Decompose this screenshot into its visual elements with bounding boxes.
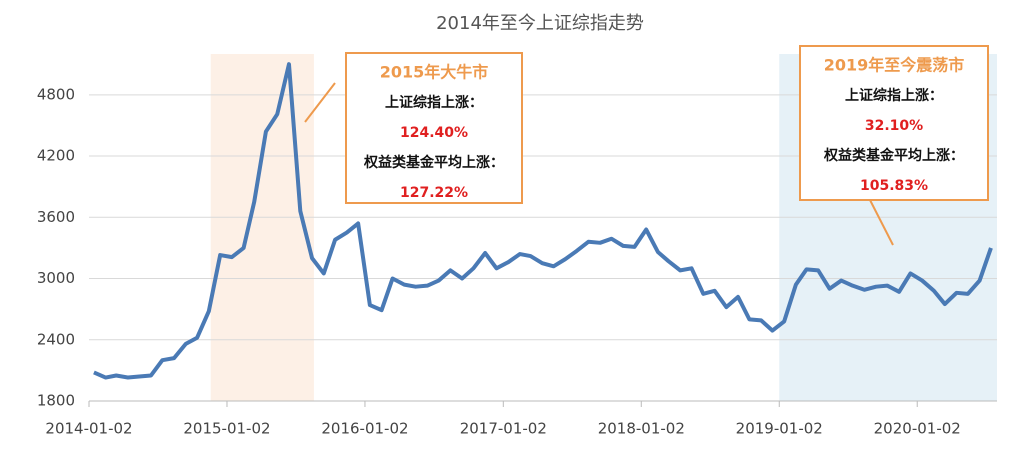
callout-title: 2019年至今震荡市: [824, 56, 965, 75]
x-tick-label: 2018-01-02: [598, 420, 685, 438]
data-line: [93, 62, 993, 380]
callout-pointer: [869, 199, 894, 246]
x-tick-label: 2017-01-02: [460, 420, 547, 438]
x-tick-label: 2015-01-02: [183, 420, 270, 438]
callout-value: 124.40%: [400, 125, 468, 141]
highlight-region: [210, 54, 314, 401]
callout-label: 权益类基金平均上涨：: [363, 154, 504, 171]
callout-label: 上证综指上涨：: [845, 87, 943, 104]
callout-title: 2015年大牛市: [380, 63, 489, 82]
y-tick-label: 4800: [37, 85, 75, 103]
x-tick-label: 2016-01-02: [321, 420, 408, 438]
y-tick-label: 4200: [37, 147, 75, 165]
y-tick-label: 3600: [37, 208, 75, 226]
x-tick-label: 2019-01-02: [736, 420, 823, 438]
callout-value: 105.83%: [860, 178, 928, 194]
y-tick-label: 3000: [37, 269, 75, 287]
callout-label: 权益类基金平均上涨：: [823, 147, 964, 164]
callout-value: 32.10%: [865, 118, 923, 134]
x-tick-label: 2014-01-02: [45, 420, 132, 438]
y-tick-label: 1800: [37, 392, 75, 410]
callout-box: [799, 45, 989, 201]
callout-pointer: [304, 82, 336, 123]
callout-label: 上证综指上涨：: [385, 94, 483, 111]
callout-value: 127.22%: [400, 185, 468, 201]
x-tick-label: 2020-01-02: [874, 420, 961, 438]
callout-box: [345, 52, 523, 204]
chart-title: 2014年至今上证综指走势: [436, 13, 644, 34]
y-tick-label: 2400: [37, 330, 75, 348]
